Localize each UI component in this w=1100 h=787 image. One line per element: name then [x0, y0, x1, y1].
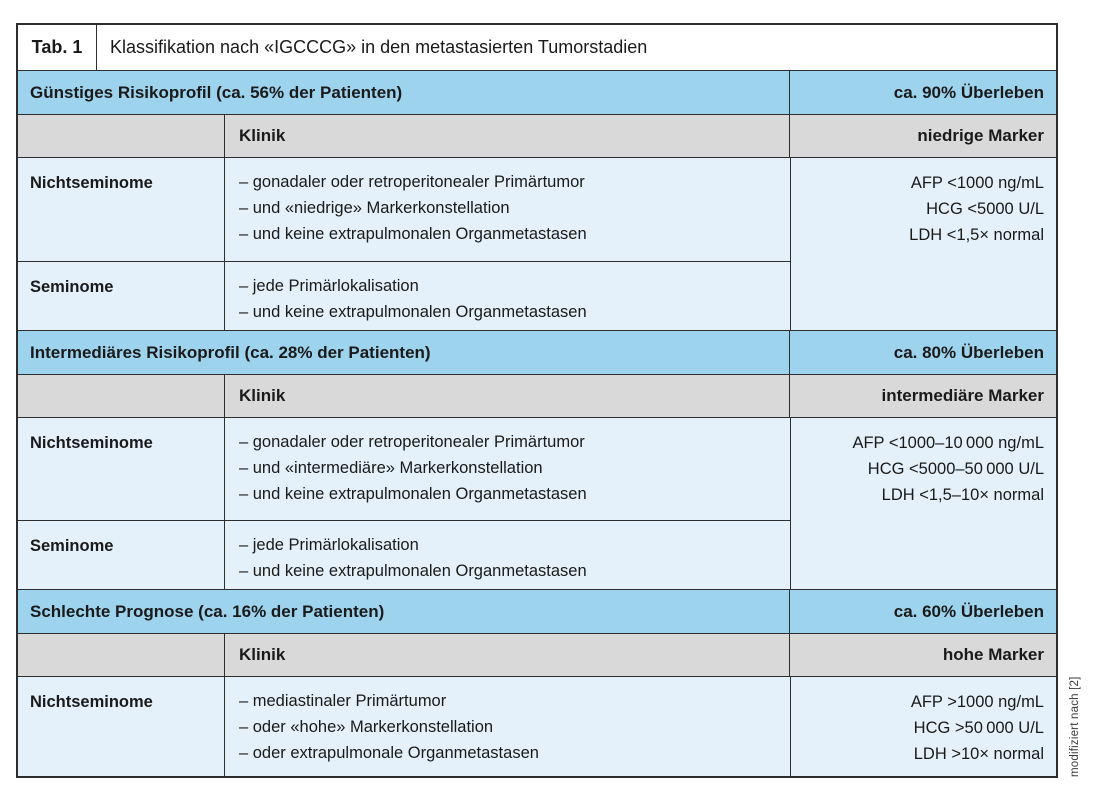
- clinic-item: – gonadaler oder retroperitonealer Primä…: [239, 173, 585, 191]
- clinic-item: – mediastinaler Primärtumor: [239, 692, 447, 710]
- table-row: Nichtseminome – gonadaler oder retroperi…: [18, 158, 790, 261]
- section-title: Günstiges Risikoprofil (ca. 56% der Pati…: [30, 82, 403, 102]
- section-body: Nichtseminome – gonadaler oder retroperi…: [18, 417, 1056, 589]
- clinic-item: – und «niedrige» Markerkonstellation: [239, 199, 510, 217]
- marker-line: LDH <1,5× normal: [909, 226, 1044, 244]
- subheader-row: Klinik hohe Marker: [18, 633, 1056, 676]
- marker-values-cell: AFP <1000 ng/mL HCG <5000 U/L LDH <1,5× …: [789, 158, 1056, 330]
- clinic-column-header: Klinik: [239, 386, 286, 405]
- clinic-criteria-list: – mediastinaler Primärtumor – oder «hohe…: [225, 677, 790, 776]
- table-title: Klassifikation nach «IGCCCG» in den meta…: [110, 37, 648, 57]
- section-title: Schlechte Prognose (ca. 16% der Patiente…: [30, 601, 385, 621]
- clinic-item: – und keine extrapulmonalen Organmetasta…: [239, 225, 587, 243]
- table-row: Nichtseminome – gonadaler oder retroperi…: [18, 418, 790, 520]
- clinic-item: – jede Primärlokalisation: [239, 277, 419, 295]
- clinic-column-header: Klinik: [239, 645, 286, 664]
- clinic-item: – oder extrapulmonale Organmetastasen: [239, 744, 539, 762]
- clinic-item: – und keine extrapulmonalen Organmetasta…: [239, 485, 587, 503]
- survival-rate: ca. 90% Überleben: [789, 71, 1056, 114]
- table-caption-row: Tab. 1 Klassifikation nach «IGCCCG» in d…: [18, 25, 1056, 70]
- clinic-criteria-list: – jede Primärlokalisation – und keine ex…: [225, 262, 790, 330]
- clinic-column-header: Klinik: [239, 126, 286, 145]
- section-title: Intermediäres Risikoprofil (ca. 28% der …: [30, 342, 431, 362]
- clinic-item: – und keine extrapulmonalen Organmetasta…: [239, 562, 587, 580]
- clinic-item: – und keine extrapulmonalen Organmetasta…: [239, 303, 587, 321]
- row-label-nichtseminome: Nichtseminome: [18, 158, 225, 261]
- section-header-schlecht: Schlechte Prognose (ca. 16% der Patiente…: [18, 589, 1056, 633]
- marker-line: LDH >10× normal: [913, 745, 1044, 763]
- section-body: Nichtseminome – gonadaler oder retroperi…: [18, 157, 1056, 330]
- clinic-criteria-list: – gonadaler oder retroperitonealer Primä…: [225, 418, 790, 520]
- table-number-label: Tab. 1: [18, 25, 97, 70]
- subheader-row: Klinik intermediäre Marker: [18, 374, 1056, 417]
- survival-rate: ca. 80% Überleben: [789, 331, 1056, 374]
- clinic-item: – und «intermediäre» Markerkonstellation: [239, 459, 543, 477]
- marker-column-header: hohe Marker: [789, 634, 1056, 676]
- clinic-item: – oder «hohe» Markerkonstellation: [239, 718, 494, 736]
- clinic-criteria-list: – jede Primärlokalisation – und keine ex…: [225, 521, 790, 589]
- row-label-seminome: Seminome: [18, 262, 225, 330]
- section-body-left: Nichtseminome – gonadaler oder retroperi…: [18, 418, 790, 589]
- marker-line: HCG >50 000 U/L: [913, 719, 1044, 737]
- row-label-seminome: Seminome: [18, 521, 225, 589]
- clinic-criteria-list: – gonadaler oder retroperitonealer Primä…: [225, 158, 790, 261]
- table-row: Seminome – jede Primärlokalisation – und…: [18, 261, 790, 330]
- subheader-row: Klinik niedrige Marker: [18, 114, 1056, 157]
- row-label-nichtseminome: Nichtseminome: [18, 418, 225, 520]
- marker-values-cell: AFP <1000–10 000 ng/mL HCG <5000–50 000 …: [789, 418, 1056, 589]
- table-row: Seminome – jede Primärlokalisation – und…: [18, 520, 790, 589]
- marker-column-header: intermediäre Marker: [789, 375, 1056, 417]
- clinic-item: – jede Primärlokalisation: [239, 536, 419, 554]
- marker-line: HCG <5000–50 000 U/L: [867, 460, 1044, 478]
- marker-line: AFP <1000 ng/mL: [910, 174, 1044, 192]
- marker-line: HCG <5000 U/L: [926, 200, 1044, 218]
- section-body-left: Nichtseminome – mediastinaler Primärtumo…: [18, 677, 790, 776]
- igcccg-classification-table: Tab. 1 Klassifikation nach «IGCCCG» in d…: [16, 23, 1058, 778]
- survival-rate: ca. 60% Überleben: [789, 590, 1056, 633]
- marker-values-cell: AFP >1000 ng/mL HCG >50 000 U/L LDH >10×…: [789, 677, 1056, 776]
- subheader-empty-cell: [18, 634, 225, 676]
- marker-line: AFP >1000 ng/mL: [910, 693, 1044, 711]
- subheader-empty-cell: [18, 115, 225, 157]
- section-header-intermediaer: Intermediäres Risikoprofil (ca. 28% der …: [18, 330, 1056, 374]
- marker-column-header: niedrige Marker: [789, 115, 1056, 157]
- subheader-empty-cell: [18, 375, 225, 417]
- clinic-item: – gonadaler oder retroperitonealer Primä…: [239, 433, 585, 451]
- section-body: Nichtseminome – mediastinaler Primärtumo…: [18, 676, 1056, 776]
- source-citation-note: modifiziert nach [2]: [1069, 676, 1081, 777]
- section-body-left: Nichtseminome – gonadaler oder retroperi…: [18, 158, 790, 330]
- marker-line: LDH <1,5–10× normal: [881, 486, 1044, 504]
- row-label-nichtseminome: Nichtseminome: [18, 677, 225, 776]
- section-header-guenstig: Günstiges Risikoprofil (ca. 56% der Pati…: [18, 70, 1056, 114]
- marker-line: AFP <1000–10 000 ng/mL: [852, 434, 1044, 452]
- table-row: Nichtseminome – mediastinaler Primärtumo…: [18, 677, 790, 776]
